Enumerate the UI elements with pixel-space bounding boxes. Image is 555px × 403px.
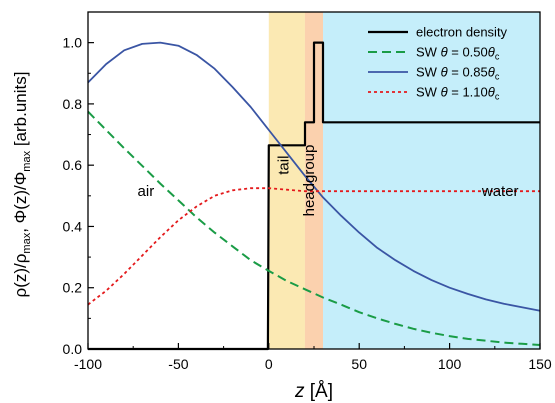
labels-layer: tail headgroup water air xyxy=(138,145,519,217)
region-label-headgroup: headgroup xyxy=(301,145,318,217)
region-label-tail: tail xyxy=(276,156,293,175)
series-line-0 xyxy=(88,41,540,351)
y-tick-label: 0.6 xyxy=(63,157,83,173)
x-tick-label: 50 xyxy=(351,356,367,372)
region-headgroup xyxy=(304,12,324,349)
y-axis-label: ρ(z)/ρmax, Φ(z)/Φmax [arb.units] xyxy=(11,72,33,298)
x-tick-label: 0 xyxy=(265,356,273,372)
x-tick-label: 150 xyxy=(528,356,552,372)
regions-layer xyxy=(268,12,540,349)
y-tick-label: 1.0 xyxy=(63,35,83,51)
legend: electron density SW θ = 0.50θc SW θ = 0.85… xyxy=(368,25,508,102)
y-tick-label: 0.0 xyxy=(63,341,83,357)
legend-label-2: SW θ = 0.85θc xyxy=(416,65,500,82)
legend-label-1: SW θ = 0.50θc xyxy=(416,45,500,62)
plot-frame xyxy=(87,11,541,350)
region-water xyxy=(323,12,540,349)
region-label-water: water xyxy=(481,183,519,200)
x-tick-label: -50 xyxy=(168,356,188,372)
y-tick-label: 0.4 xyxy=(63,218,83,234)
x-tick-label: -100 xyxy=(74,356,102,372)
series-layer xyxy=(87,41,541,351)
annotation-air: air xyxy=(138,183,155,200)
y-tick-label: 0.8 xyxy=(63,96,83,112)
legend-label-0: electron density xyxy=(416,25,508,40)
series-line-2 xyxy=(87,41,541,312)
x-tick-label: 100 xyxy=(438,356,462,372)
series-line-1 xyxy=(87,110,541,346)
x-axis-label: z [Å] xyxy=(294,381,333,402)
legend-label-3: SW θ = 1.10θc xyxy=(416,85,500,102)
region-tail xyxy=(268,12,305,349)
series-line-3 xyxy=(87,187,540,306)
ticks-layer: -100 -50 0 50 100 150 0.0 0.2 0.4 0.6 0.8 1.0 xyxy=(63,11,552,372)
y-tick-label: 0.2 xyxy=(63,280,83,296)
